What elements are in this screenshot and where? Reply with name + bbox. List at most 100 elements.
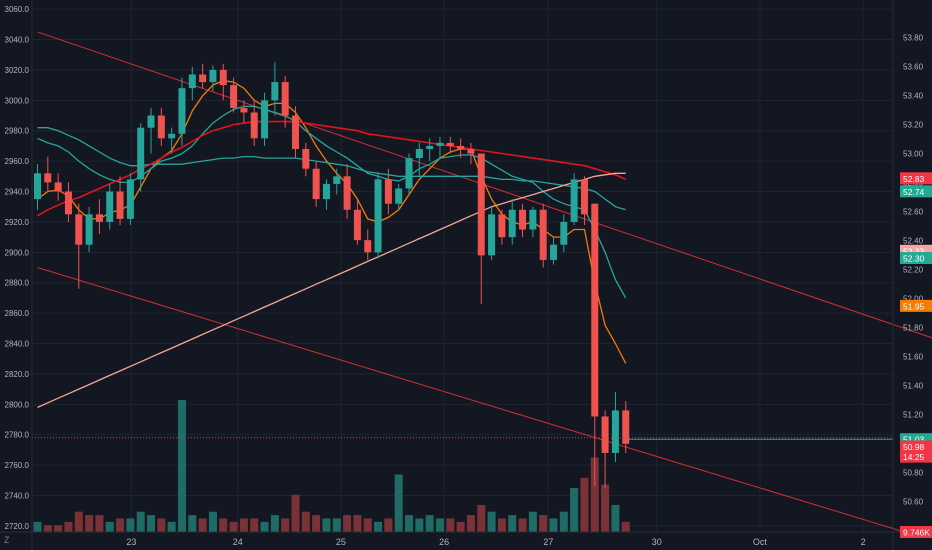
candle <box>292 106 299 159</box>
volume-bar <box>208 511 217 532</box>
volume-bar <box>425 515 434 532</box>
volume-bar <box>250 518 259 532</box>
candle <box>199 63 207 89</box>
candle-body <box>519 209 527 230</box>
volume-bar <box>508 515 517 532</box>
candle <box>508 199 516 245</box>
candle <box>209 65 217 92</box>
volume-bar <box>601 484 610 532</box>
time-tick-label: Oct <box>753 537 768 547</box>
candle-body <box>302 148 310 169</box>
price-label: 9.746K <box>900 526 932 538</box>
candle <box>333 168 341 195</box>
volume-bar <box>528 511 537 532</box>
candle-body <box>188 74 196 89</box>
candle-body <box>436 142 444 146</box>
candle <box>95 199 103 235</box>
candle-body <box>343 176 351 210</box>
candle <box>611 392 619 463</box>
candle-body <box>116 191 124 219</box>
volume-bar <box>33 521 42 532</box>
volume-bar <box>105 521 114 532</box>
volume-bar <box>43 525 52 532</box>
candle <box>384 168 392 215</box>
trend-line <box>37 267 905 533</box>
candle-body <box>44 173 52 183</box>
volume-bar <box>539 515 548 532</box>
left-tick-label: 2860.0 <box>5 309 30 318</box>
trend-lines[interactable] <box>37 31 932 533</box>
left-price-axis[interactable]: 3060.0 3040.0 3020.0 3000.0 2980.0 2960.0 2940… <box>5 5 30 531</box>
candle-body <box>364 240 372 253</box>
price-label-text: 52.74 <box>903 187 925 197</box>
candle <box>446 136 454 154</box>
candle-body <box>54 182 62 192</box>
volume-bar <box>549 518 558 532</box>
candle-body <box>622 410 630 444</box>
candle <box>44 156 52 192</box>
candle <box>137 123 145 192</box>
volume-bar <box>64 521 73 532</box>
candle <box>477 153 485 304</box>
time-tick-label: 25 <box>336 537 346 547</box>
candle-body <box>611 410 619 453</box>
candle-body <box>126 179 134 219</box>
candle <box>364 229 372 260</box>
candle-body <box>508 209 516 238</box>
price-label-background <box>900 450 932 463</box>
candle-body <box>95 214 103 222</box>
left-tick-label: 2740.0 <box>5 492 30 501</box>
left-tick-label: 2820.0 <box>5 370 30 379</box>
candle-body <box>498 214 506 238</box>
candle-body <box>106 191 114 222</box>
volume-bar <box>518 518 527 532</box>
candle-body <box>477 153 485 256</box>
volume-bar <box>497 518 506 532</box>
candle <box>261 92 269 146</box>
volume-bar <box>85 515 94 532</box>
volume-bar <box>198 518 207 532</box>
candle <box>539 203 547 268</box>
candle-body <box>137 127 145 180</box>
price-label: 52.74 <box>900 185 932 198</box>
left-tick-label: 3060.0 <box>5 5 30 14</box>
candle <box>250 100 258 146</box>
volume-bar <box>374 521 383 532</box>
candle <box>219 63 227 101</box>
volume-bar <box>322 518 331 532</box>
candle-body <box>261 100 269 139</box>
left-tick-label: 2960.0 <box>5 157 30 166</box>
candle <box>519 203 527 238</box>
candle <box>436 136 444 159</box>
right-tick-label: 51.60 <box>903 353 924 362</box>
left-tick-label: 3040.0 <box>5 36 30 45</box>
volume-bar <box>611 504 620 532</box>
price-label-background <box>900 172 932 185</box>
price-label-background <box>900 526 932 538</box>
candle-body <box>281 82 289 116</box>
candle <box>426 138 434 162</box>
candle <box>271 62 279 116</box>
volume-bar <box>394 474 403 532</box>
candle-body <box>539 209 547 260</box>
candle <box>34 164 41 210</box>
time-axis[interactable]: 23 24 25 26 27 30 Oct 2 <box>126 537 865 547</box>
candle-body <box>426 145 434 149</box>
volume-bar <box>260 521 269 532</box>
volume-bar <box>281 518 290 532</box>
right-tick-label: 50.80 <box>903 469 924 478</box>
right-tick-label: 52.20 <box>903 266 924 275</box>
candle-body <box>384 179 392 204</box>
price-label-text: 14:25 <box>903 452 925 462</box>
candle-body <box>219 69 227 86</box>
time-tick-label: 27 <box>543 537 553 547</box>
candle-body <box>560 221 568 245</box>
volume-bar <box>229 521 238 532</box>
candle-body <box>75 214 83 245</box>
time-tick-label: 24 <box>233 537 243 547</box>
volume-bar <box>126 518 135 532</box>
